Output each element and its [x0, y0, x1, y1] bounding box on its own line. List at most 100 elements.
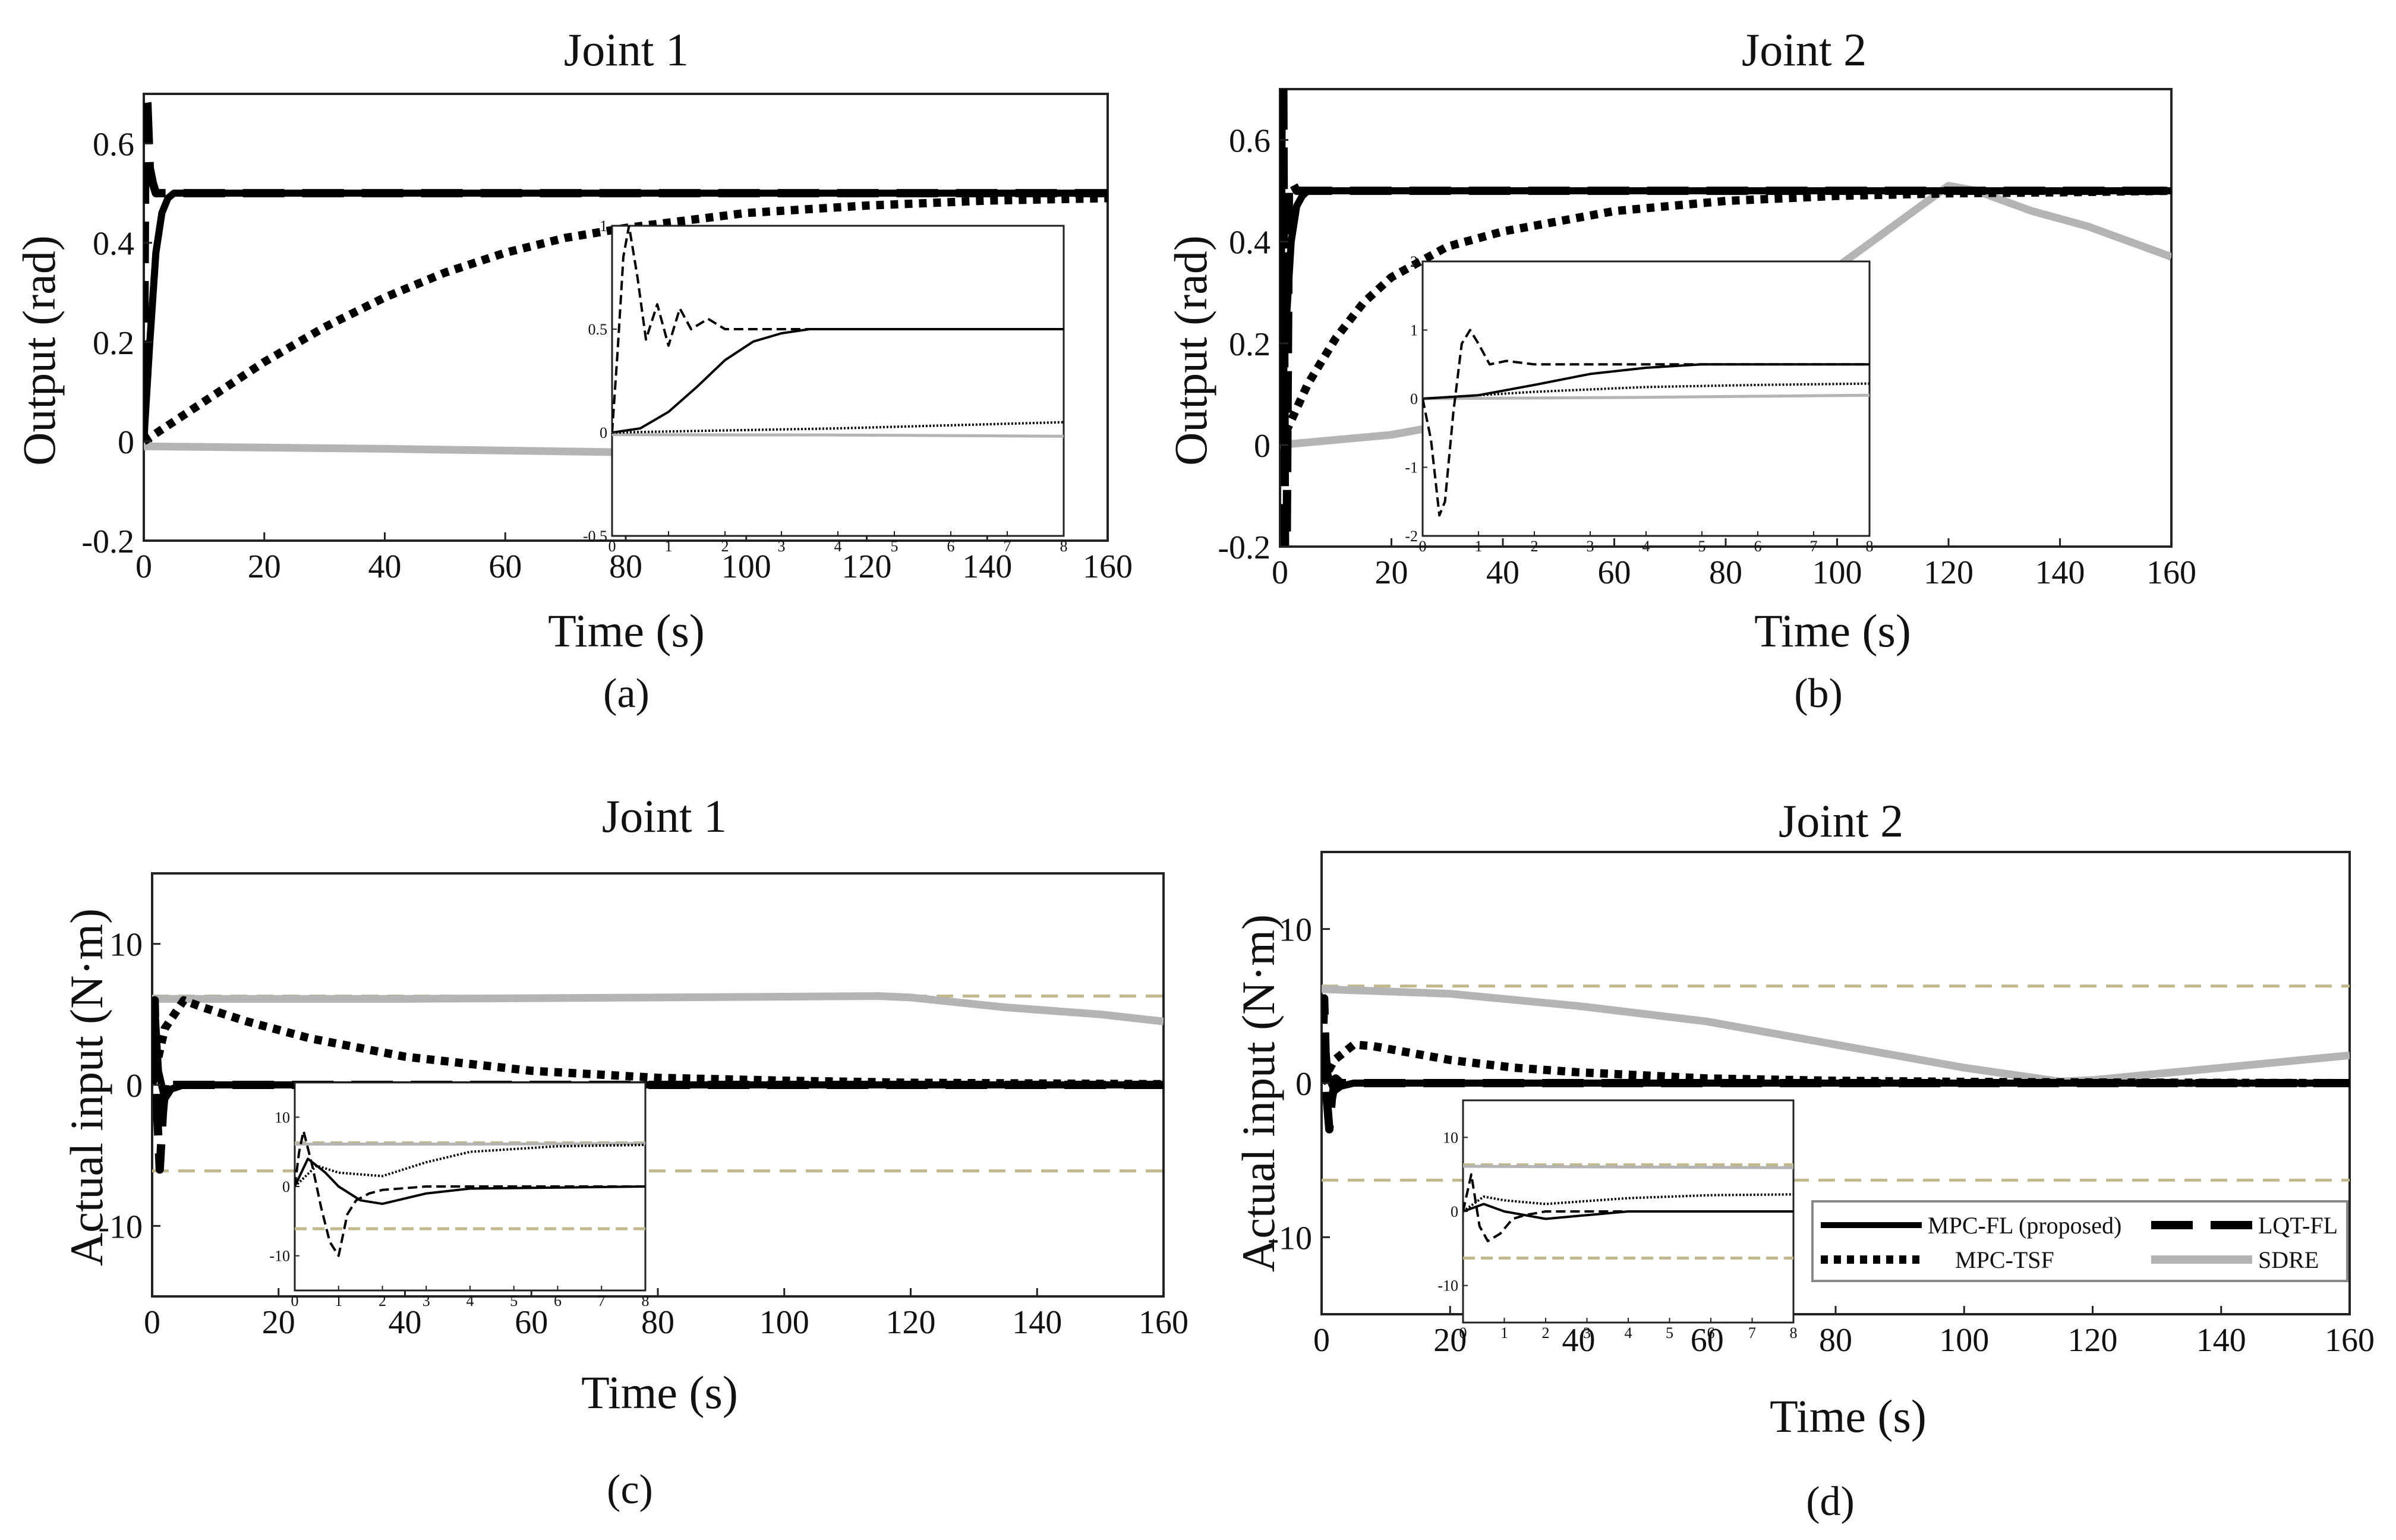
- series-tsf-line: [144, 194, 1108, 445]
- inset-x-tick-label: 0: [1459, 1324, 1467, 1342]
- x-tick-label: 120: [842, 548, 892, 585]
- y-tick-label: 0.4: [93, 226, 134, 263]
- inset-x-tick-label: 8: [1866, 538, 1874, 555]
- chart-title: Joint 1: [602, 790, 727, 842]
- inset-series-group: [612, 226, 1064, 438]
- inset-x-tick-label: 7: [1810, 538, 1818, 555]
- x-axis-label: Time (s): [1754, 605, 1911, 657]
- inset-series-group: [1423, 329, 1869, 517]
- x-tick-label: 120: [886, 1304, 936, 1341]
- legend: MPC-FL (proposed) LQT-FL MPC-TSF SDRE: [1811, 1200, 2348, 1282]
- inset-y-tick-label: 0: [282, 1178, 290, 1195]
- x-tick-label: 0: [1272, 554, 1288, 591]
- inset-plot: 0 1 2 3 4 5 6 7 8-0.500.51: [583, 217, 1068, 555]
- legend-box: [1811, 1200, 2348, 1282]
- inset-series-group: [1463, 1163, 1793, 1260]
- x-tick-label: 100: [759, 1304, 809, 1341]
- x-tick-label: 160: [2146, 554, 2196, 591]
- y-axis-label: Output (rad): [13, 235, 65, 466]
- x-tick-label: 100: [1939, 1322, 1989, 1359]
- inset-y-tick-label: -10: [269, 1248, 290, 1265]
- inset-series-lqt-line: [1423, 329, 1869, 517]
- y-axis-label: Output (rad): [1165, 235, 1216, 466]
- inset-x-tick-label: 8: [1790, 1324, 1798, 1342]
- inset-x-tick-label: 0: [291, 1292, 299, 1309]
- inset-y-tick-label: -2: [1405, 528, 1418, 545]
- x-tick-label: 160: [1139, 1304, 1188, 1341]
- inset-x-tick-label: 2: [379, 1292, 386, 1309]
- inset-x-tick-label: 5: [1698, 538, 1706, 555]
- chart-title: Joint 2: [1742, 24, 1867, 75]
- y-tick-label: 0: [1254, 428, 1270, 465]
- legend-label-sdre: SDRE: [2258, 1246, 2319, 1273]
- legend-label-mpcfl: MPC-FL (proposed): [1928, 1212, 2121, 1239]
- series-group: [1322, 984, 2350, 1182]
- inset-x-tick-label: 6: [1754, 538, 1762, 555]
- y-tick-label: 10: [109, 927, 143, 964]
- inset-y-tick-label: 10: [1443, 1129, 1458, 1146]
- inset-x-tick-label: 1: [665, 538, 673, 555]
- inset-y-tick-label: 0: [1410, 390, 1418, 408]
- x-tick-label: 20: [248, 548, 281, 585]
- inset-x-tick-label: 7: [1748, 1324, 1756, 1342]
- y-tick-label: 0.2: [93, 325, 134, 362]
- inset-plot: 0 1 2 3 4 5 6 7 8 -2 -1 0 1 2: [1405, 253, 1873, 555]
- y-tick-label: -0.2: [1218, 529, 1270, 566]
- inset-y-tick-label: 1: [1410, 322, 1418, 339]
- y-axis-label: Actual input (N·m): [61, 908, 112, 1266]
- x-tick-label: 140: [962, 548, 1012, 585]
- inset-series-tsf-line: [612, 421, 1064, 434]
- x-tick-label: 40: [368, 548, 402, 585]
- chart-title: Joint 1: [564, 24, 689, 75]
- inset-series-lqt-line: [612, 226, 1064, 433]
- inset-y-tick-label: 0.5: [588, 321, 608, 338]
- inset-x-tick-label: 5: [891, 538, 898, 555]
- x-tick-label: 80: [1709, 554, 1742, 591]
- inset-x-tick-label: 3: [1587, 538, 1594, 555]
- inset-x-tick-label: 1: [1500, 1324, 1508, 1342]
- inset-y-tick-label: -1: [1405, 459, 1418, 476]
- x-tick-label: 20: [1375, 554, 1408, 591]
- series-group: [152, 992, 1164, 1174]
- y-tick-label: 0: [1295, 1066, 1312, 1103]
- inset-series-mpcfl-line: [295, 1157, 645, 1206]
- y-tick-label: 0.4: [1229, 225, 1270, 261]
- series-lqt-line: [1322, 994, 2350, 1134]
- inset-x-tick-label: 8: [1060, 538, 1068, 555]
- series-lqt-line: [152, 996, 1164, 1174]
- x-tick-label: 0: [135, 548, 152, 585]
- inset-x-tick-label: 3: [1583, 1324, 1591, 1342]
- panel-c: Joint 1 Actual input (N·m) Time (s) (c) …: [61, 790, 1188, 1513]
- x-tick-label: 80: [641, 1304, 674, 1341]
- inset-x-tick-label: 5: [510, 1292, 518, 1309]
- inset-y-tick-label: 0: [1451, 1203, 1458, 1220]
- y-axis-label: Actual input (N·m): [1232, 914, 1284, 1272]
- inset-series-sdre-line: [1463, 1165, 1793, 1169]
- x-tick-label: 80: [609, 548, 642, 585]
- x-tick-label: 140: [2196, 1322, 2246, 1359]
- y-tick-label: -10: [1268, 1220, 1312, 1257]
- inset-x-tick-label: 3: [423, 1292, 430, 1309]
- panel-label: (b): [1794, 671, 1843, 717]
- x-tick-label: 160: [1083, 548, 1133, 585]
- legend-label-lqt: LQT-FL: [2258, 1212, 2338, 1239]
- inset-series-lqt-line: [1463, 1173, 1793, 1242]
- inset-series-group: [295, 1129, 645, 1257]
- x-tick-label: 40: [1486, 554, 1519, 591]
- inset-x-tick-label: 7: [1004, 538, 1011, 555]
- inset-x-tick-label: 2: [1531, 538, 1539, 555]
- x-tick-label: 140: [1012, 1304, 1062, 1341]
- inset-x-tick-label: 7: [598, 1292, 606, 1309]
- x-tick-label: 20: [1433, 1322, 1467, 1359]
- inset-plot-area: [611, 225, 1065, 537]
- inset-y-tick-label: -10: [1437, 1277, 1458, 1295]
- inset-x-tick-label: 1: [1475, 538, 1483, 555]
- inset-x-tick-label: 6: [554, 1292, 562, 1309]
- inset-x-tick-label: 4: [834, 538, 842, 555]
- panel-a: Joint 1 Output (rad) Time (s) (a) 0 20 40 6…: [13, 24, 1133, 717]
- inset-x-tick-label: 5: [1666, 1324, 1673, 1342]
- x-tick-label: 60: [488, 548, 522, 585]
- x-tick-label: 20: [262, 1304, 295, 1341]
- inset-y-tick-label: -0.5: [583, 528, 607, 545]
